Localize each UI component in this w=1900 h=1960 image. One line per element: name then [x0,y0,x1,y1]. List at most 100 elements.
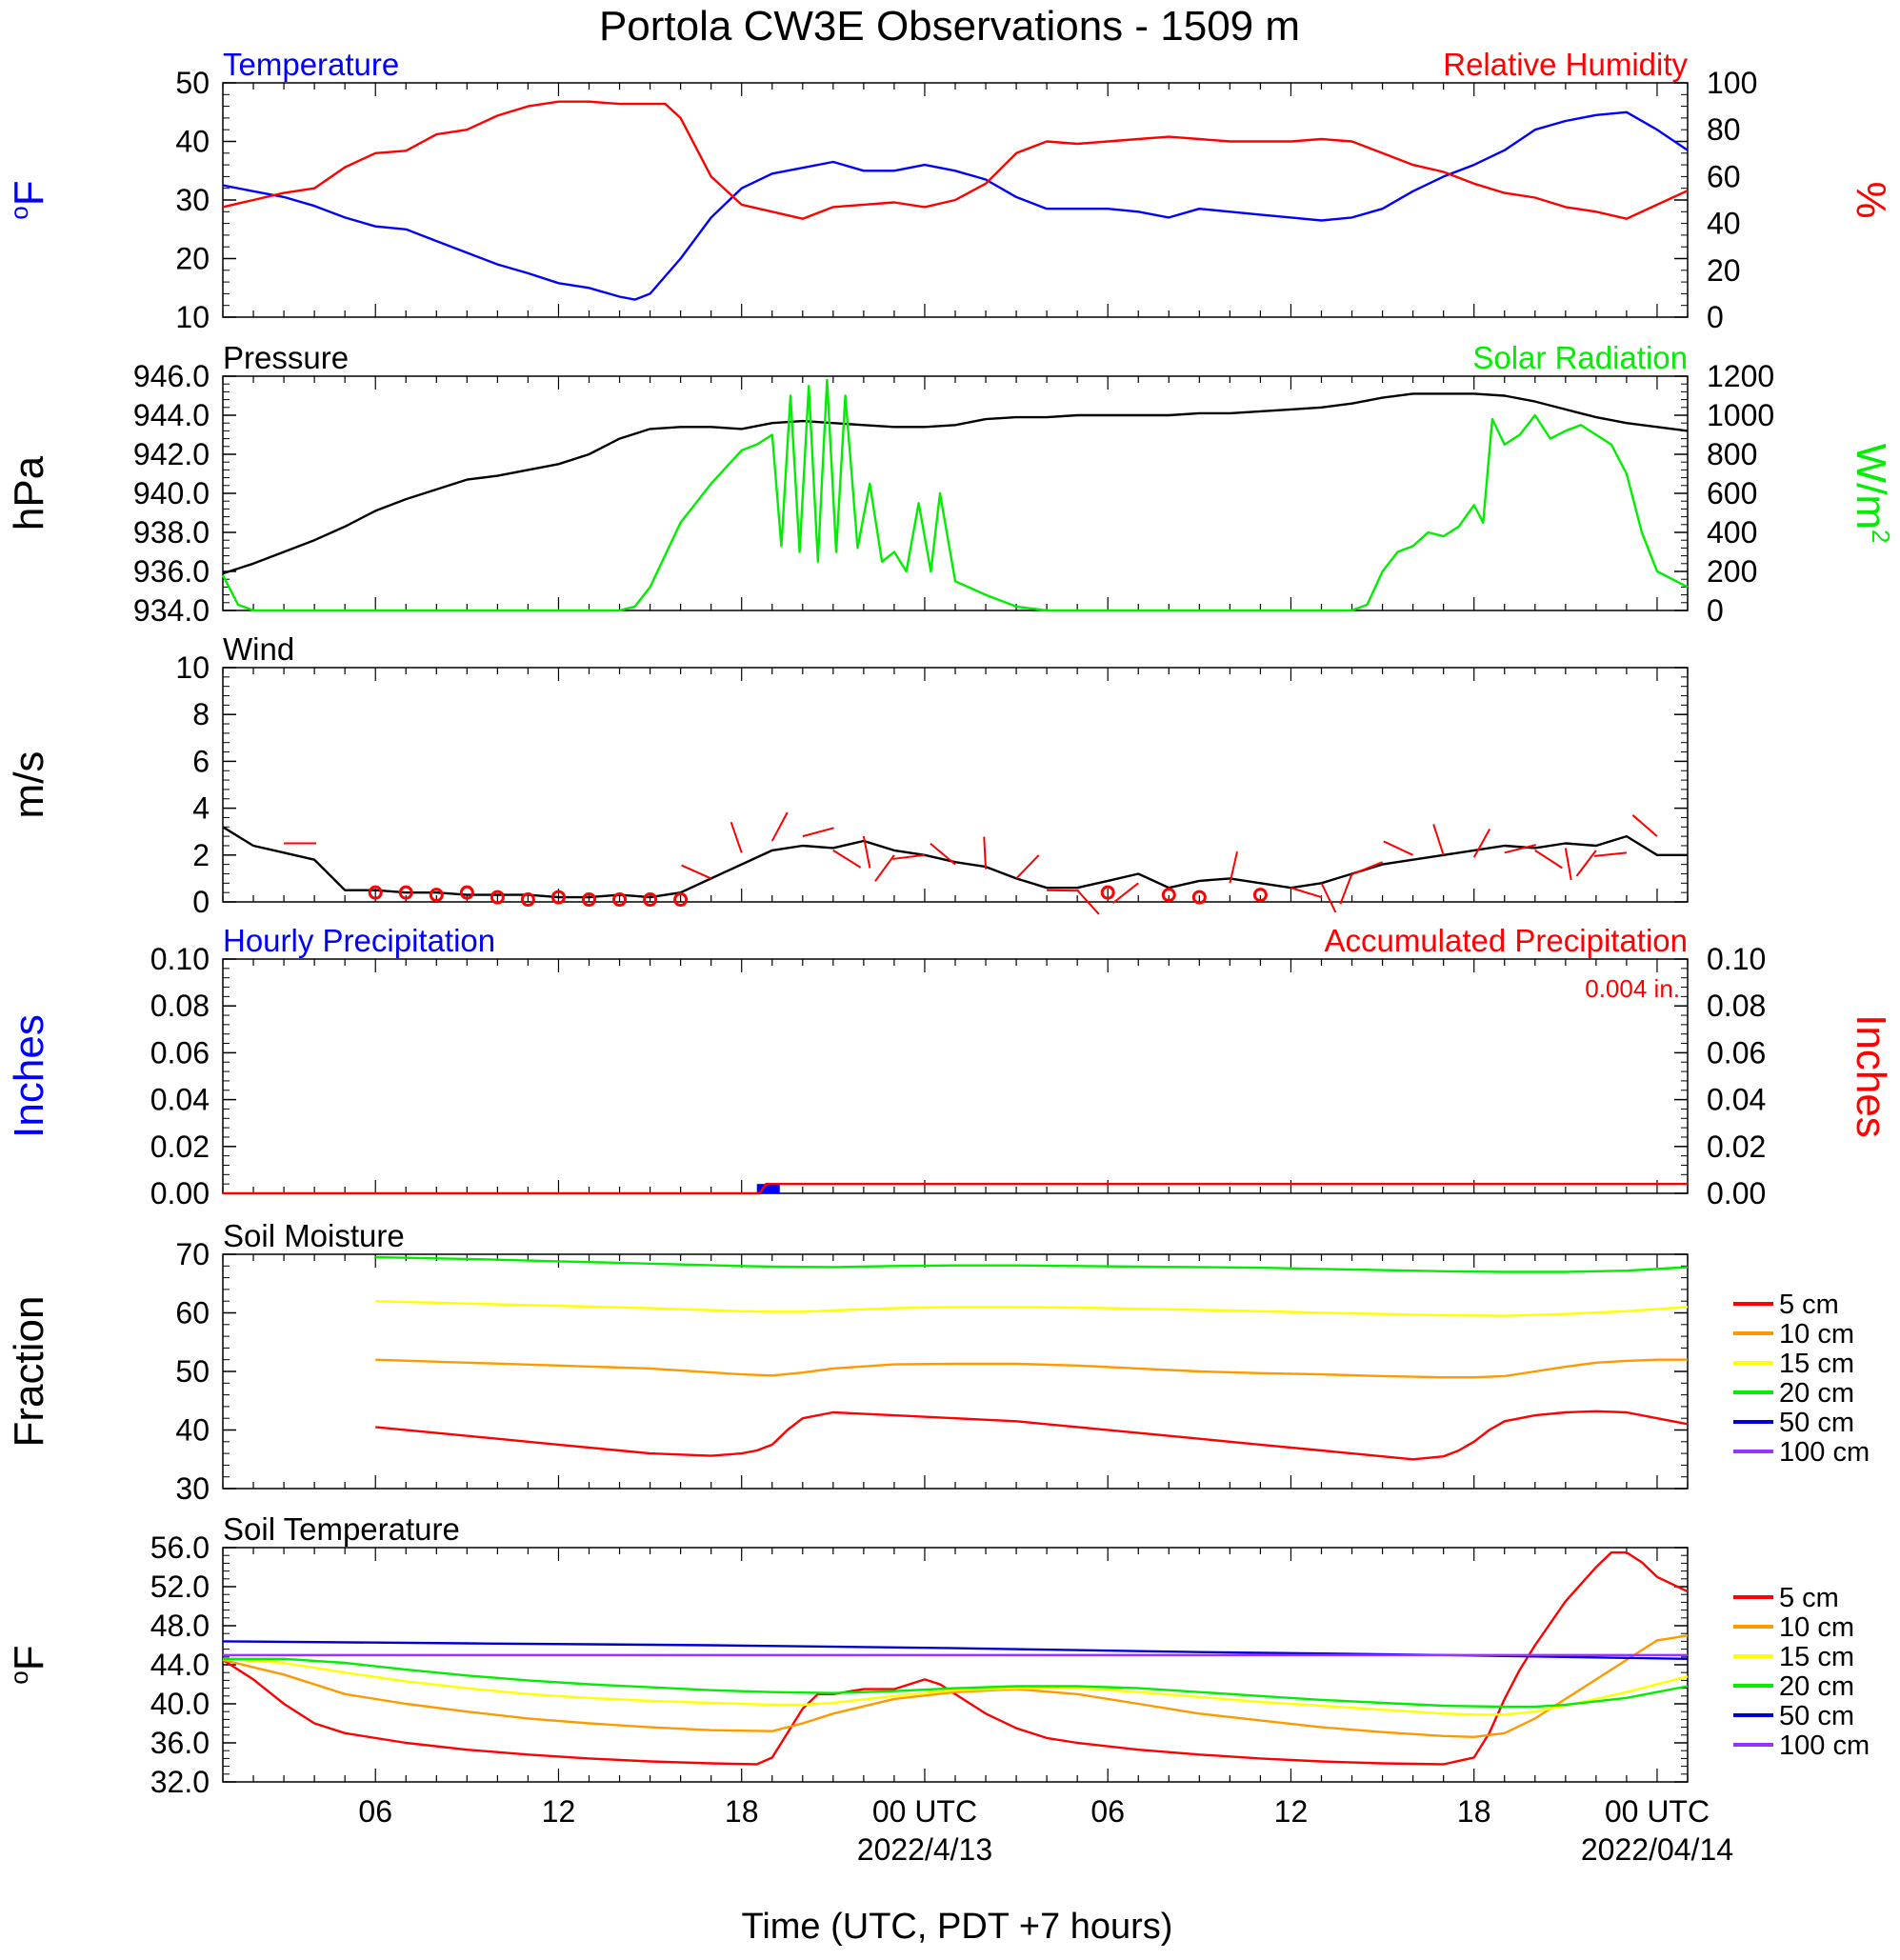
series-line-10-cm [222,1634,1689,1739]
wind-barb [1351,861,1383,875]
wind-barb [1320,882,1337,913]
y-tick-label-right: 0.10 [1707,942,1766,976]
y-axis-unit-left: oF [5,1645,52,1684]
y-tick-label-right: 1200 [1707,359,1774,393]
wind-barb [730,821,743,853]
y-axis-unit-left: oF [5,180,52,219]
y-tick-label-right: 400 [1707,515,1757,550]
wind-barb [1472,829,1491,858]
y-axis-unit-left: Inches [6,1014,52,1138]
wind-barb [1631,814,1658,837]
series-line-20-cm [223,1657,1689,1709]
wind-calm-marker [429,888,444,903]
series-line-15-cm [375,1300,1689,1317]
wind-barb [1432,824,1445,856]
y-tick-label-left: 40 [175,125,210,159]
wind-barb [1229,850,1238,884]
series-line-solar-radiation [221,378,1689,612]
wind-calm-marker [550,890,566,905]
chart-title: Portola CW3E Observations - 1509 m [599,3,1300,50]
y-tick-label-left: 938.0 [133,515,210,550]
panel-title-left: Soil Moisture [223,1218,405,1253]
wind-barb [1339,873,1353,905]
y-tick-label-right: 1000 [1707,398,1774,432]
y-axis-unit-right: % [1848,181,1894,218]
legend-label: 10 cm [1779,1612,1854,1643]
series-line-15-cm [222,1657,1689,1716]
x-tick-date: 2022/4/13 [857,1832,992,1867]
y-tick-label-right: 0.06 [1707,1035,1766,1070]
series-line-20-cm [375,1255,1689,1273]
wind-calm-marker [368,885,383,900]
wind-calm-marker [490,890,505,905]
y-tick-label-right: 40 [1707,207,1741,241]
wind-calm-marker [582,892,596,908]
wind-calm-marker [612,892,628,908]
series-line-accumulated-precipitation [223,1182,1688,1195]
y-axis-unit-right: Inches [1848,1014,1894,1138]
wind-barb [1534,850,1563,870]
wind-barb [892,853,926,860]
wind-calm-marker [673,892,689,908]
y-tick-label-right: 0.02 [1707,1130,1766,1164]
y-tick-label-left: 2 [192,838,210,872]
wind-barb [1575,850,1597,877]
series-line-50-cm [222,1640,1689,1660]
wind-barb [862,835,871,869]
panel-frame [222,1253,1689,1490]
y-tick-label-left: 0.10 [150,942,210,976]
y-tick-label-right: 60 [1707,159,1741,193]
y-tick-label-left: 0.02 [150,1130,210,1164]
series-line-5-cm [375,1410,1689,1461]
legend-label: 100 cm [1779,1730,1870,1761]
series-line-10-cm [375,1358,1688,1379]
wind-barb [770,811,789,842]
y-axis-unit-left: Fraction [6,1296,52,1448]
series-line-relative-humidity [222,100,1689,220]
wind-calm-marker [1100,885,1115,900]
y-tick-label-left: 946.0 [133,359,210,393]
wind-barb [832,850,862,869]
y-tick-label-left: 40 [175,1413,210,1448]
y-tick-label-left: 50 [175,1354,210,1389]
y-tick-label-right: 0 [1707,593,1724,628]
legend-label: 50 cm [1779,1701,1854,1731]
y-axis-unit-left: hPa [6,455,52,530]
panel-frame [222,958,1689,1194]
legend-label: 20 cm [1779,1671,1854,1702]
y-tick-label-left: 0.00 [150,1176,210,1210]
panel-pressure_solar: 934.0 936.0 938.0 940.0 942.0 944.0 946.0 0 200 4… [6,340,1895,628]
panel-temp_rh: 10 20 30 40 50 0 20 40 60 80 100 Temperature Relativ… [5,47,1894,334]
series-line-pressure [222,392,1689,575]
legend-label: 5 cm [1779,1290,1839,1320]
wind-calm-marker [1252,888,1268,903]
x-tick-label: 12 [1274,1794,1309,1829]
wind-barb [1504,844,1536,854]
y-tick-label-left: 4 [192,791,210,826]
y-tick-label-left: 48.0 [150,1609,210,1643]
y-tick-label-right: 0.00 [1707,1176,1766,1210]
wind-barb [1015,854,1040,880]
panel-frame [222,667,1689,903]
wind-calm-marker [1161,888,1176,903]
x-tick-label: 06 [358,1794,392,1829]
y-tick-label-left: 10 [175,650,210,685]
y-tick-label-left: 20 [175,242,210,276]
y-tick-label-left: 936.0 [133,554,210,589]
panel-title-left: Pressure [223,340,349,375]
y-tick-label-left: 8 [192,697,210,731]
legend-label: 20 cm [1779,1378,1854,1409]
panel-soil_temperature: 32.0 36.0 40.0 44.0 48.0 52.0 56.0 Soil Tempera… [5,1511,1870,1799]
y-tick-label-left: 56.0 [150,1530,210,1565]
x-tick-label: 06 [1090,1794,1125,1829]
wind-calm-marker [643,892,658,908]
legend-label: 50 cm [1779,1408,1854,1438]
x-tick-label: 18 [1457,1794,1491,1829]
y-tick-label-left: 30 [175,1471,210,1506]
y-tick-label-left: 40.0 [150,1687,210,1721]
wind-barb [1111,882,1139,905]
y-tick-label-right: 0.04 [1707,1083,1766,1117]
